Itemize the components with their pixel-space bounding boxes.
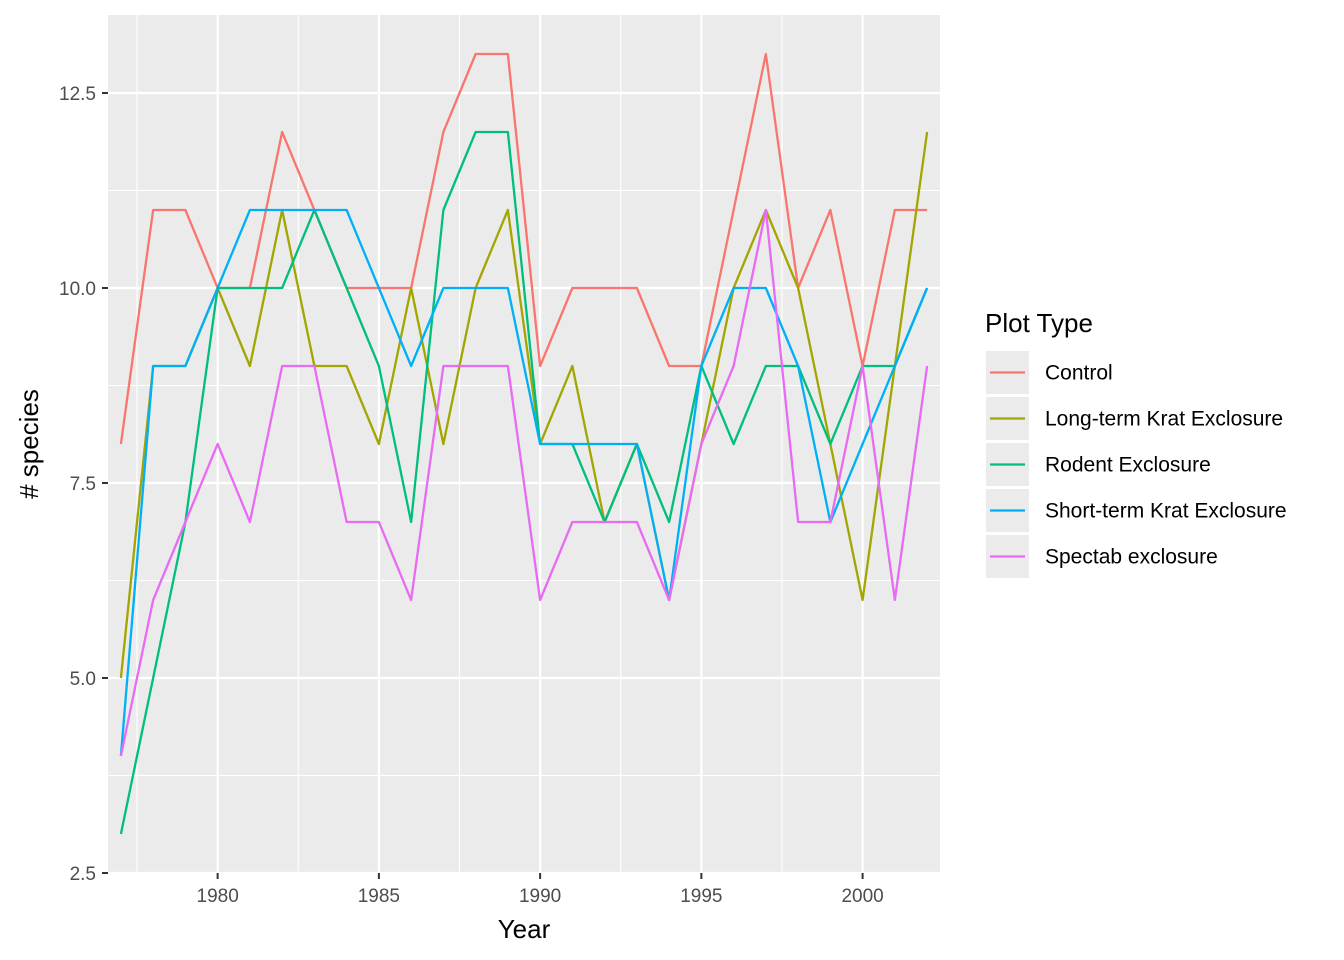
x-axis-title: Year <box>498 914 551 944</box>
series-line-2 <box>119 131 929 679</box>
legend: Plot Type Control Long-term Krat Exclosur… <box>985 308 1287 578</box>
series-line-5 <box>119 208 929 757</box>
x-tick-label: 2000 <box>841 886 883 907</box>
axis-ticks <box>102 92 864 879</box>
legend-item: Long-term Krat Exclosure <box>986 397 1283 440</box>
y-axis-title: # species <box>14 389 44 499</box>
legend-items: Control Long-term Krat Exclosure Rodent Ex… <box>986 351 1287 578</box>
y-tick-label: 2.5 <box>70 864 96 885</box>
y-tick-label: 5.0 <box>70 669 96 690</box>
y-tick-label: 12.5 <box>59 84 96 105</box>
legend-item: Spectab exclosure <box>986 535 1218 578</box>
x-tick-label: 1985 <box>358 886 400 907</box>
x-tick-label: 1995 <box>680 886 722 907</box>
x-tick-label: 1990 <box>519 886 561 907</box>
series-line-1 <box>119 52 928 445</box>
legend-item: Control <box>986 351 1113 394</box>
legend-label: Control <box>1045 362 1113 385</box>
legend-label: Short-term Krat Exclosure <box>1045 500 1287 523</box>
y-tick-labels: 2.5 5.0 7.5 10.0 12.5 <box>59 84 96 885</box>
legend-item: Rodent Exclosure <box>986 443 1211 486</box>
legend-title: Plot Type <box>985 308 1093 338</box>
x-tick-labels: 1980 1985 1990 1995 2000 <box>197 886 884 907</box>
legend-label: Rodent Exclosure <box>1045 454 1211 477</box>
legend-item: Short-term Krat Exclosure <box>986 489 1287 532</box>
series-line-4 <box>119 208 929 757</box>
y-tick-label: 7.5 <box>70 474 96 495</box>
series-line-3 <box>119 130 929 835</box>
series-lines <box>119 52 929 835</box>
grid-minor <box>108 15 940 873</box>
x-tick-label: 1980 <box>197 886 239 907</box>
legend-label: Spectab exclosure <box>1045 546 1218 569</box>
plot-panel <box>108 15 940 873</box>
y-tick-label: 10.0 <box>59 279 96 300</box>
legend-label: Long-term Krat Exclosure <box>1045 408 1283 431</box>
